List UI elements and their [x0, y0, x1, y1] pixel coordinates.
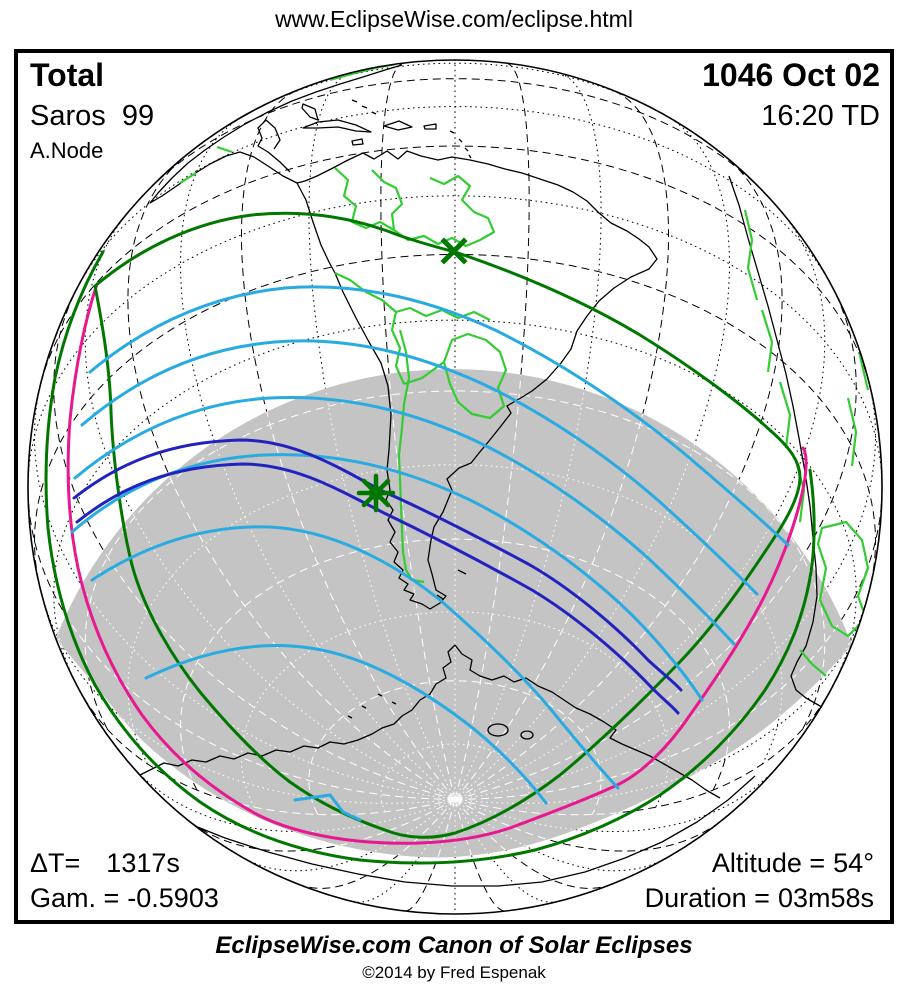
total-eclipse-path [72, 438, 683, 715]
delta-t-value: 1317s [106, 848, 180, 878]
altitude-value: 54° [833, 848, 874, 878]
node-label: A.Node [30, 138, 104, 163]
eclipse-curves [44, 211, 816, 865]
penumbra-limit-south [44, 250, 816, 865]
magnitude-contours [70, 285, 790, 822]
greatest-eclipse-marker [356, 473, 396, 513]
sunrise-sunset-curve [66, 282, 808, 845]
altitude-label: Altitude = [711, 848, 826, 878]
penumbra-limit-north [93, 211, 802, 839]
globe-limb [27, 59, 883, 915]
saros-label: Saros 99 [30, 100, 155, 132]
eclipse-time: 16:20 TD [761, 100, 880, 132]
delta-t-label: ΔT= [30, 848, 81, 878]
duration-value: 03m58s [777, 883, 874, 913]
map-frame [14, 49, 894, 924]
gamma-value: -0.5903 [127, 883, 219, 913]
copyright-text: ©2014 by Fred Espenak [362, 963, 546, 982]
gamma-label: Gam. = [30, 883, 120, 913]
gamma-line: Gam. = -0.5903 [30, 883, 219, 913]
subsolar-point-marker [440, 237, 468, 265]
duration-line: Duration = 03m58s [645, 883, 874, 913]
altitude-line: Altitude = 54° [712, 848, 874, 878]
page-url-text: www.EclipseWise.com/eclipse.html [275, 6, 633, 32]
duration-label: Duration = [644, 883, 770, 913]
delta-t-line: ΔT= 1317s [30, 848, 180, 878]
eclipse-map [27, 59, 883, 915]
eclipse-date: 1046 Oct 02 [702, 57, 880, 93]
eclipse-type-label: Total [30, 57, 105, 93]
canon-title: EclipseWise.com Canon of Solar Eclipses [215, 932, 693, 959]
